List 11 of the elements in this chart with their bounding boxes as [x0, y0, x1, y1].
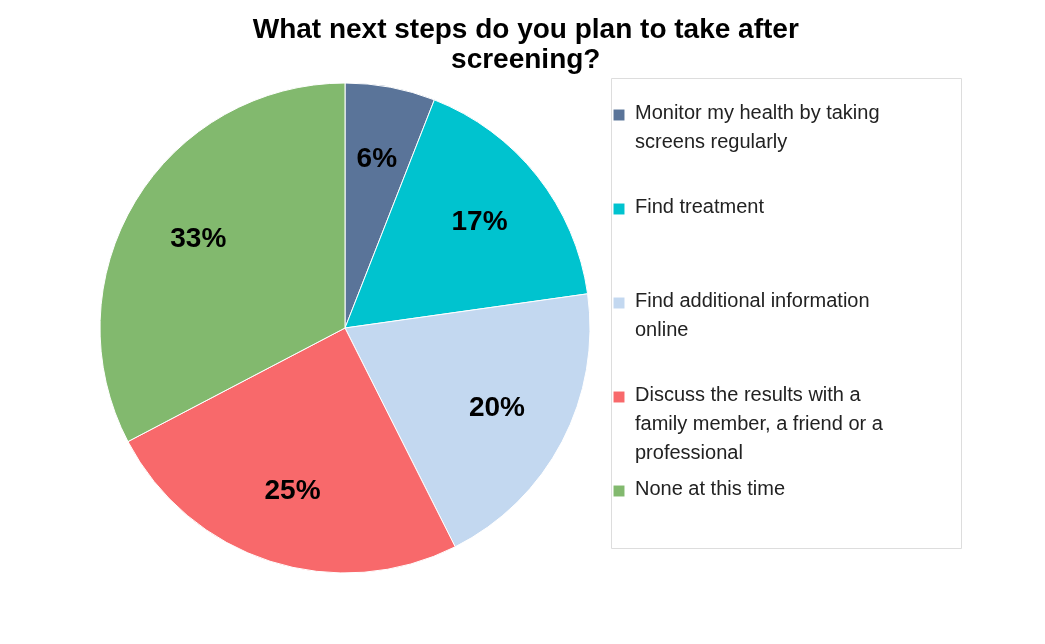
data-label: 20% — [468, 390, 526, 422]
legend-label: Find additional information online — [635, 289, 870, 340]
legend-label: None at this time — [635, 477, 786, 499]
data-label: 25% — [264, 474, 321, 506]
legend-label: Discuss the results with a family member, a friend or a professional — [635, 383, 884, 463]
data-label: 6% — [356, 142, 398, 174]
legend-label: Monitor my health by taking screens regularly — [635, 101, 880, 152]
chart-title: What next steps do you plan to take after screening? — [252, 12, 799, 74]
data-label: 17% — [451, 204, 508, 236]
legend-label: Find treatment — [635, 195, 765, 217]
data-label: 33% — [170, 222, 227, 254]
